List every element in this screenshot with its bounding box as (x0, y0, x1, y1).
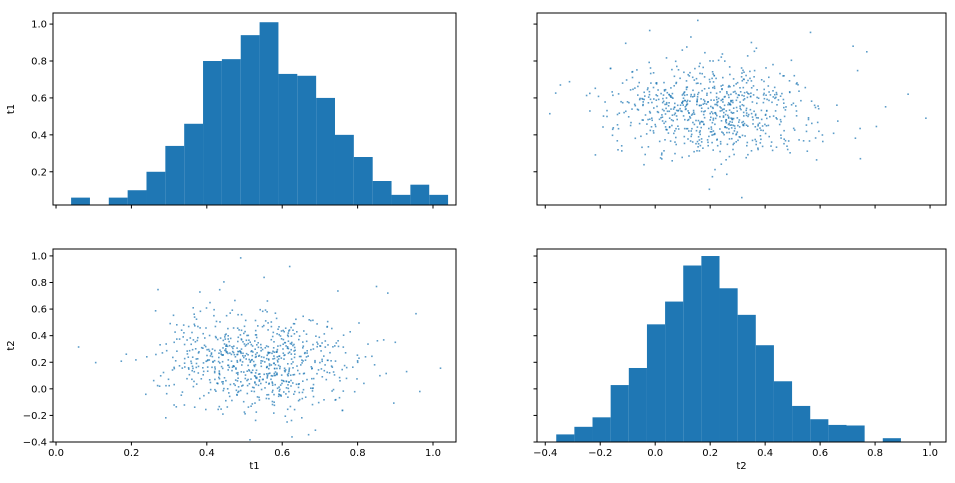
x-tick-label: 0.0 (48, 448, 64, 459)
y-tick-label: 0.6 (31, 93, 47, 104)
y-tick-label: 0.8 (31, 278, 47, 289)
axes-frame (536, 248, 947, 443)
x-tick-label: 0.0 (647, 448, 663, 459)
histogram-bar (574, 426, 593, 442)
histogram-bar (665, 301, 684, 442)
x-tick-label: 0.4 (757, 448, 773, 459)
histogram-bar (737, 314, 756, 442)
y-tick-label: 0.8 (31, 57, 47, 68)
y-axis-label-t2: t2 (6, 340, 17, 350)
subplot-t1-vs-t2-scatter (533, 12, 947, 209)
tick-labels: 0.2 0.4 0.6 0.8 1.0 (31, 20, 47, 179)
histogram-bar (410, 184, 430, 205)
histogram-bar (165, 145, 185, 205)
y-tick-label: −0.2 (23, 411, 47, 422)
y-tick-label: −0.4 (23, 438, 47, 449)
y-tick-label: 0.2 (31, 167, 47, 178)
histogram-bar (316, 97, 335, 205)
histogram-bar (146, 171, 166, 205)
histogram-bar (334, 134, 354, 205)
histogram-bar (628, 367, 647, 442)
tick-marks (49, 23, 434, 209)
histogram-bar (127, 190, 147, 205)
histogram-bar (610, 385, 629, 442)
y-tick-label: 0.4 (31, 331, 47, 342)
histogram-bars-t1 (71, 22, 449, 206)
histogram-bar (719, 288, 738, 442)
x-tick-label: 0.8 (350, 448, 366, 459)
histogram-bar (353, 157, 373, 205)
tick-marks (49, 255, 434, 446)
y-tick-label: 0.6 (31, 305, 47, 316)
x-tick-label: 0.2 (702, 448, 718, 459)
scatter-points-t1-vs-t2-scatter (549, 19, 927, 199)
tick-marks (533, 255, 931, 446)
histogram-bar (391, 194, 411, 205)
tick-labels: 0.0 0.2 0.4 0.6 0.8 1.0 −0.4 −0.2 0.0 0.2 0.4 0.6 0.… (23, 251, 441, 459)
x-tick-label: 0.6 (812, 448, 828, 459)
histogram-bar (259, 22, 279, 206)
subplot-t2-vs-t1-scatter: 0.0 0.2 0.4 0.6 0.8 1.0 −0.4 −0.2 0.0 0.2 0.4 0.6 0.… (6, 248, 457, 472)
histogram-bar (701, 256, 720, 442)
x-tick-label: 1.0 (922, 448, 938, 459)
histogram-bar (184, 123, 204, 205)
x-axis-label-t2: t2 (736, 461, 746, 472)
histogram-bar (278, 73, 298, 205)
y-tick-label: 0.2 (31, 358, 47, 369)
histogram-bar (773, 381, 793, 442)
histogram-bar (592, 417, 611, 442)
histogram-bars-t2 (556, 256, 901, 442)
histogram-bar (792, 405, 811, 442)
y-tick-label: 1.0 (31, 251, 47, 262)
histogram-bar (221, 59, 241, 206)
histogram-bar (297, 75, 317, 206)
x-tick-label: 0.8 (867, 448, 883, 459)
histogram-bar (108, 197, 128, 205)
histogram-bar (683, 265, 702, 442)
histogram-bar (646, 324, 666, 442)
histogram-bar (240, 35, 260, 206)
histogram-bar (556, 434, 575, 442)
subplot-t2-histogram: −0.4 −0.2 0.0 0.2 0.4 0.6 0.8 1.0 t2 (533, 248, 947, 472)
histogram-bar (810, 419, 829, 442)
x-tick-label: 0.4 (199, 448, 215, 459)
tick-marks (533, 23, 931, 209)
histogram-bar (71, 197, 90, 205)
subplot-t1-histogram: 0.2 0.4 0.6 0.8 1.0 t1 (6, 12, 457, 209)
x-axis-label-t1: t1 (249, 461, 259, 472)
scatter-points-t2-vs-t1-scatter (77, 257, 442, 441)
axes-frame (52, 248, 457, 443)
histogram-bar (429, 194, 449, 205)
x-tick-label: 0.2 (123, 448, 139, 459)
y-axis-label-t1: t1 (6, 104, 17, 114)
x-tick-label: −0.2 (588, 448, 612, 459)
histogram-bar (372, 181, 392, 205)
x-tick-label: 0.6 (274, 448, 290, 459)
histogram-bar (846, 425, 865, 442)
y-tick-label: 0.0 (31, 384, 47, 395)
histogram-bar (755, 345, 774, 442)
axes-frame (52, 12, 457, 206)
y-tick-label: 1.0 (31, 20, 47, 31)
x-tick-label: −0.4 (533, 448, 557, 459)
histogram-bar (882, 438, 901, 442)
tick-labels: −0.4 −0.2 0.0 0.2 0.4 0.6 0.8 1.0 (533, 448, 938, 459)
y-tick-label: 0.4 (31, 130, 47, 141)
x-tick-label: 1.0 (425, 448, 441, 459)
histogram-bar (828, 424, 847, 442)
axes-frame (536, 12, 947, 206)
histogram-bar (203, 61, 222, 205)
